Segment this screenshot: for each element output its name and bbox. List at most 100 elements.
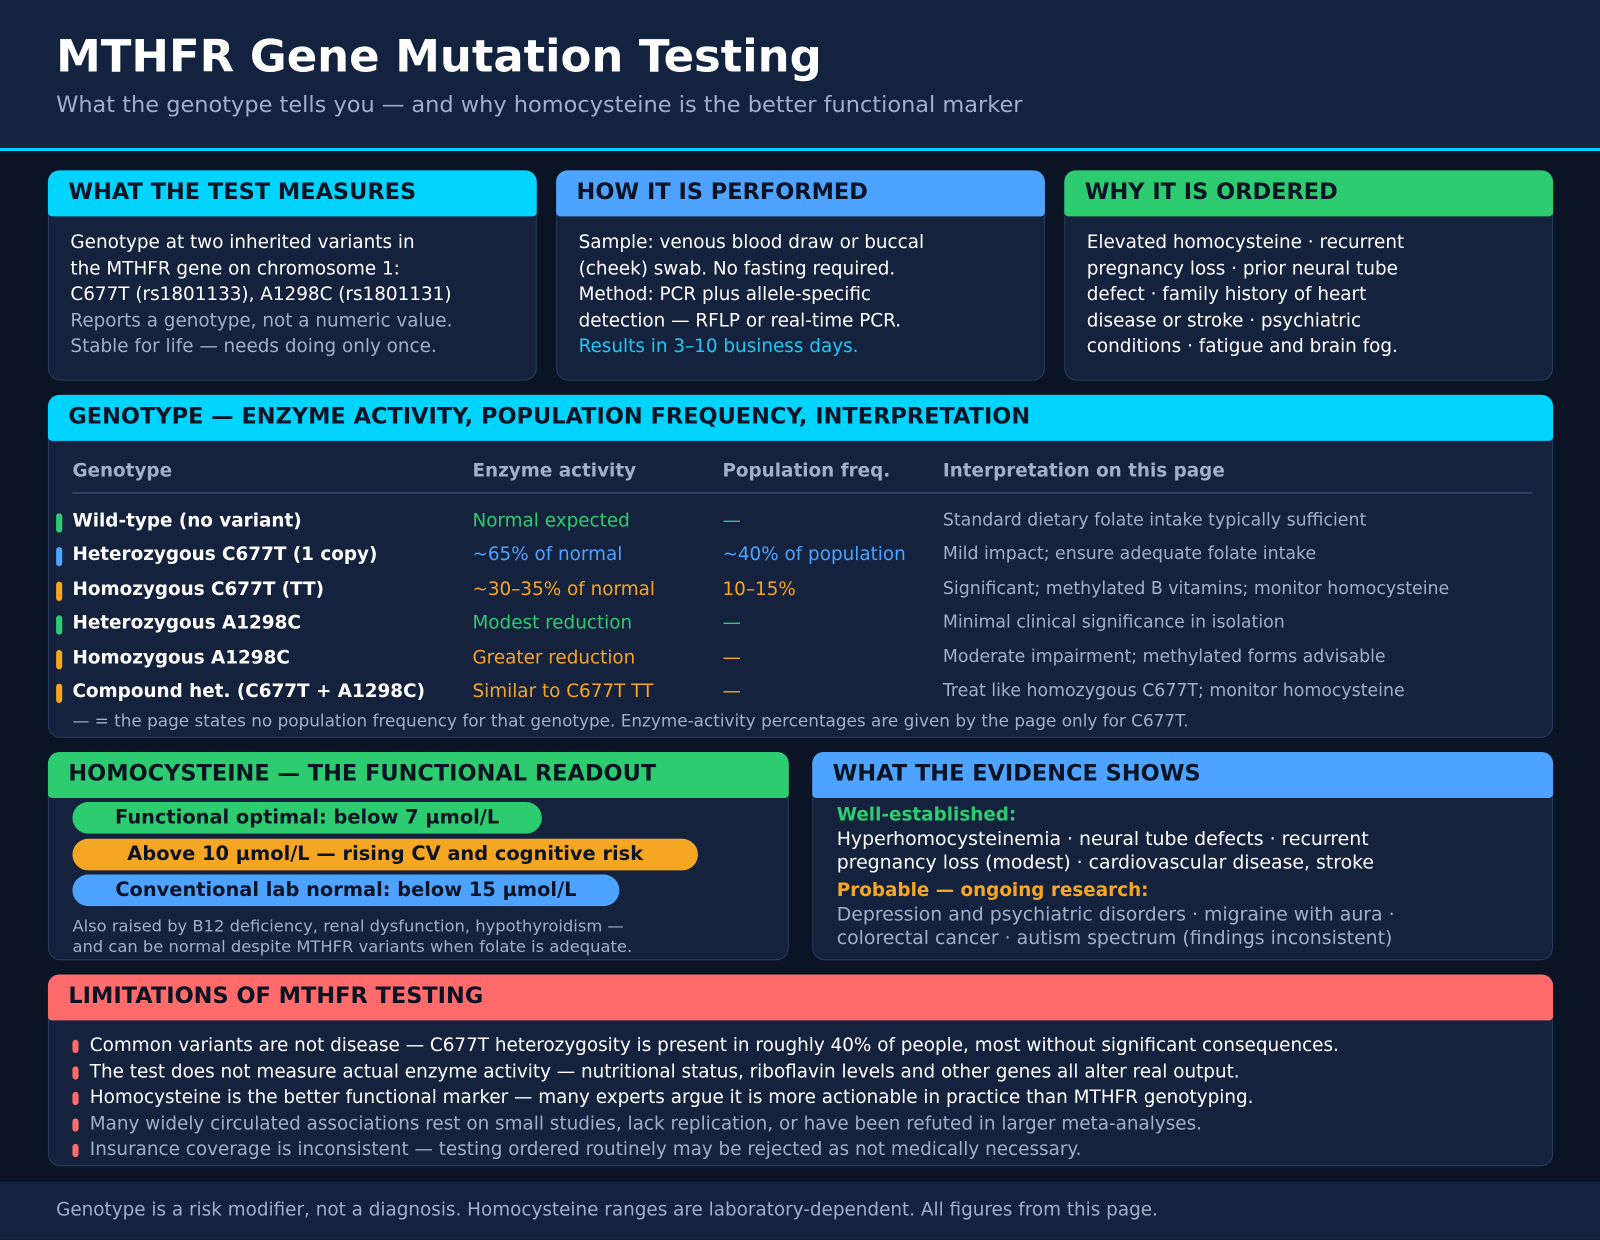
column-header: Population freq. [722, 460, 891, 482]
card-line: Stable for life — needs doing only once. [70, 335, 437, 358]
card: WHY IT IS ORDERED Elevated homocysteine ·… [1064, 170, 1554, 381]
bullet [72, 1039, 79, 1054]
limitation-item: The test does not measure actual enzyme … [89, 1060, 1240, 1083]
card-line: Reports a genotype, not a numeric value. [70, 309, 453, 332]
table-cell: — [722, 680, 741, 703]
table-cell: Standard dietary folate intake typically… [942, 510, 1367, 531]
row-indicator [56, 649, 63, 669]
table-footnote: — = the page states no population freque… [72, 711, 1189, 731]
row-indicator [56, 513, 63, 533]
card-heading: WHAT THE TEST MEASURES [68, 179, 417, 206]
evidence-line: Depression and psychiatric disorders · m… [836, 904, 1395, 926]
range-pill: Functional optimal: below 7 µmol/L [72, 802, 542, 834]
card-heading: WHAT THE EVIDENCE SHOWS [832, 761, 1201, 787]
table-cell: Mild impact; ensure adequate folate inta… [942, 544, 1317, 565]
table-cell: Significant; methylated B vitamins; moni… [942, 578, 1450, 599]
card-header: LIMITATIONS OF MTHFR TESTING [47, 974, 1554, 1021]
bullet [72, 1117, 79, 1132]
row-indicator [56, 683, 63, 704]
table-cell: Wild-type (no variant) [72, 510, 302, 532]
table-cell: Moderate impairment; methylated forms ad… [942, 646, 1386, 667]
card-line: disease or stroke · psychiatric [1086, 309, 1362, 332]
range-pill: Conventional lab normal: below 15 µmol/L [72, 874, 620, 907]
row-indicator [56, 615, 63, 635]
table-cell: Modest reduction [472, 612, 633, 634]
column-header: Genotype [72, 460, 173, 482]
footer-text: Genotype is a risk modifier, not a diagn… [56, 1198, 1158, 1221]
card-line: C677T (rs1801133), A1298C (rs1801131) [70, 283, 452, 306]
table-cell: Compound het. (C677T + A1298C) [72, 680, 425, 703]
table-cell: — [722, 646, 741, 668]
card-heading: LIMITATIONS OF MTHFR TESTING [68, 983, 484, 1010]
limitation-item: Homocysteine is the better functional ma… [89, 1086, 1254, 1109]
column-header: Interpretation on this page [942, 460, 1225, 482]
card-line: Results in 3–10 business days. [578, 335, 859, 358]
row-indicator [56, 547, 63, 567]
card-header: HOMOCYSTEINE — THE FUNCTIONAL READOUT [47, 752, 789, 798]
limitation-item: Many widely circulated associations rest… [89, 1112, 1203, 1135]
title: MTHFR Gene Mutation Testing [56, 30, 822, 83]
card-heading: HOMOCYSTEINE — THE FUNCTIONAL READOUT [68, 761, 657, 787]
row-indicator [56, 581, 63, 601]
table-cell: ~30–35% of normal [472, 578, 655, 600]
table-cell: Heterozygous C677T (1 copy) [72, 544, 378, 566]
card-line: detection — RFLP or real-time PCR. [578, 309, 902, 332]
table-cell: ~65% of normal [472, 544, 623, 566]
evidence-label: Well-established: [836, 804, 1017, 826]
subtitle: What the genotype tells you — and why ho… [56, 92, 1023, 119]
card-header: GENOTYPE — ENZYME ACTIVITY, POPULATION F… [47, 394, 1554, 441]
limitation-item: Insurance coverage is inconsistent — tes… [89, 1138, 1082, 1161]
card-line: defect · family history of heart [1086, 283, 1367, 306]
table-cell: — [722, 612, 741, 634]
table-cell: Homozygous A1298C [72, 646, 290, 668]
card: HOMOCYSTEINE — THE FUNCTIONAL READOUT Fun… [47, 752, 789, 961]
card-line: Method: PCR plus allele-specific [578, 283, 871, 306]
card-header: WHAT THE EVIDENCE SHOWS [812, 752, 1554, 798]
table-cell: Similar to C677T TT [472, 680, 654, 703]
note-line: Also raised by B12 deficiency, renal dys… [72, 916, 624, 936]
card-line: Genotype at two inherited variants in [70, 231, 415, 254]
table-cell: — [722, 510, 741, 532]
header-rule [72, 491, 1533, 494]
footer: Genotype is a risk modifier, not a diagn… [0, 1181, 1600, 1240]
table-cell: Greater reduction [472, 646, 636, 668]
card-heading: WHY IT IS ORDERED [1084, 179, 1338, 206]
card-line: pregnancy loss · prior neural tube [1086, 257, 1398, 280]
card: LIMITATIONS OF MTHFR TESTING Common varia… [47, 974, 1554, 1167]
card-header: HOW IT IS PERFORMED [556, 170, 1045, 217]
card-line: Sample: venous blood draw or buccal [578, 231, 925, 254]
evidence-line: Hyperhomocysteinemia · neural tube defec… [836, 828, 1369, 851]
card-heading: GENOTYPE — ENZYME ACTIVITY, POPULATION F… [68, 404, 1031, 430]
evidence-label: Probable — ongoing research: [836, 879, 1149, 902]
limitation-item: Common variants are not disease — C677T … [89, 1034, 1339, 1057]
table-cell: 10–15% [722, 578, 796, 600]
card: GENOTYPE — ENZYME ACTIVITY, POPULATION F… [47, 394, 1554, 738]
table-cell: Normal expected [472, 510, 630, 532]
card-line: the MTHFR gene on chromosome 1: [70, 257, 400, 280]
card-heading: HOW IT IS PERFORMED [576, 179, 868, 206]
card-line: conditions · fatigue and brain fog. [1086, 335, 1398, 358]
table-cell: Heterozygous A1298C [72, 612, 301, 634]
table-cell: Treat like homozygous C677T; monitor hom… [942, 680, 1405, 702]
table-cell: Minimal clinical significance in isolati… [942, 612, 1285, 633]
card-header: WHAT THE TEST MEASURES [47, 170, 537, 217]
table-cell: Homozygous C677T (TT) [72, 578, 325, 600]
table-cell: ~40% of population [722, 544, 906, 566]
bullet [72, 1065, 79, 1080]
range-pill: Above 10 µmol/L — rising CV and cognitiv… [72, 838, 698, 870]
note-line: and can be normal despite MTHFR variants… [72, 936, 633, 957]
card-line: Elevated homocysteine · recurrent [1086, 231, 1405, 254]
evidence-line: colorectal cancer · autism spectrum (fin… [836, 927, 1393, 949]
evidence-line: pregnancy loss (modest) · cardiovascular… [836, 852, 1375, 874]
card-line: (cheek) swab. No fasting required. [578, 257, 896, 280]
bullet [72, 1143, 79, 1158]
card: WHAT THE TEST MEASURES Genotype at two in… [47, 170, 537, 381]
header: MTHFR Gene Mutation Testing What the gen… [0, 0, 1600, 152]
card-header: WHY IT IS ORDERED [1064, 170, 1554, 217]
card: WHAT THE EVIDENCE SHOWS Well-established:… [812, 752, 1554, 961]
card: HOW IT IS PERFORMED Sample: venous blood … [556, 170, 1045, 381]
bullet [72, 1091, 79, 1106]
column-header: Enzyme activity [472, 460, 637, 482]
